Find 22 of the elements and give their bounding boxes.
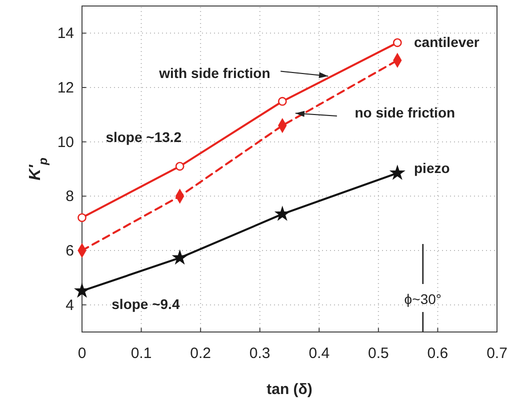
x-tick-label: 0.1	[130, 345, 152, 362]
y-tick-label: 6	[66, 242, 74, 260]
y-tick-label: 4	[66, 296, 74, 314]
x-tick-label: 0.3	[249, 345, 270, 362]
ref-line-label: ϕ~30°	[404, 291, 442, 307]
annotation: slope ~9.4	[112, 296, 180, 312]
x-tick-label: 0	[78, 345, 86, 362]
annotation: slope ~13.2	[106, 128, 182, 145]
annotation: cantilever	[414, 34, 480, 50]
series-label: no side friction	[354, 104, 456, 120]
x-tick-label: 0.7	[486, 345, 508, 362]
y-tick-label: 12	[57, 80, 74, 96]
y-tick-label: 10	[57, 134, 74, 151]
y-tick-label: 8	[66, 188, 74, 206]
x-axis-title: tan (δ)	[266, 381, 312, 398]
series-label: with side friction	[158, 64, 270, 81]
x-tick-label: 0.2	[190, 345, 211, 362]
x-tick-label: 0.5	[368, 345, 389, 362]
x-tick-label: 0.4	[308, 345, 330, 362]
y-tick-label: 14	[57, 25, 74, 42]
x-tick-label: 0.6	[427, 345, 448, 362]
series-label: piezo	[414, 160, 450, 176]
